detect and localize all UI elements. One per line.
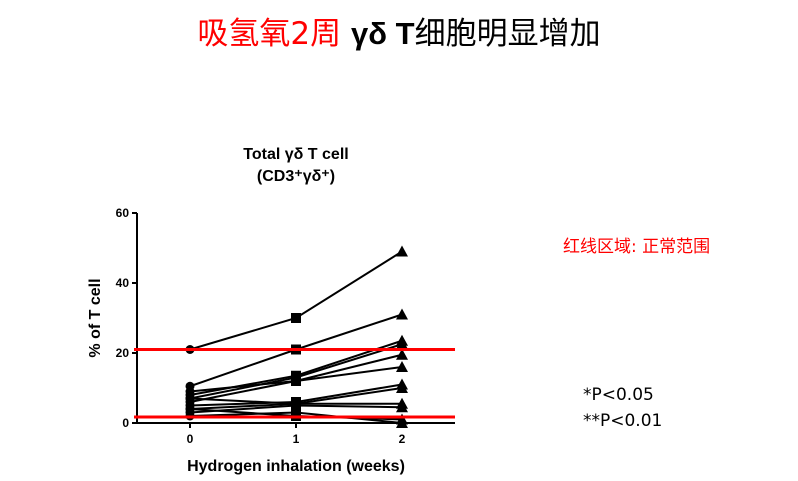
data-point-circle xyxy=(185,387,195,396)
sig-note-1: *P<0.05 xyxy=(583,385,654,405)
x-tick-label: 2 xyxy=(399,432,406,446)
y-tick-label: 20 xyxy=(116,346,130,360)
sig-note-2: **P<0.01 xyxy=(583,411,663,431)
data-point-square xyxy=(291,313,301,323)
data-point-square xyxy=(291,407,301,418)
slide-title: 吸氢氧2周 γδ T细胞明显增加 xyxy=(0,8,798,53)
series-line xyxy=(189,250,403,351)
chart-subtitle: (CD3⁺γδ⁺) xyxy=(257,168,335,185)
x-axis-label: Hydrogen inhalation (weeks) xyxy=(187,458,405,475)
normal-range-note: 红线区域: 正常范围 xyxy=(563,237,711,257)
data-point-triangle xyxy=(396,417,408,428)
data-point-triangle xyxy=(396,401,408,413)
data-point-triangle xyxy=(396,382,408,393)
data-point-circle xyxy=(185,404,195,414)
y-axis-label: % of T cell xyxy=(87,278,104,357)
y-tick-label: 0 xyxy=(122,416,129,430)
data-point-triangle xyxy=(396,338,408,350)
data-point-circle xyxy=(185,394,195,403)
y-tick-label: 40 xyxy=(116,276,130,290)
data-point-square xyxy=(291,400,301,411)
data-point-triangle xyxy=(396,361,408,372)
title-bold: γδ T xyxy=(351,16,415,51)
data-point-triangle xyxy=(396,308,408,320)
y-tick-label: 60 xyxy=(116,206,130,220)
x-tick-label: 1 xyxy=(293,432,300,446)
title-black: 细胞明显增加 xyxy=(414,16,601,52)
data-point-square xyxy=(291,376,301,386)
chart-title: Total γδ T cell xyxy=(243,146,348,163)
x-tick-label: 0 xyxy=(187,432,194,446)
data-point-triangle xyxy=(396,245,408,257)
data-point-triangle xyxy=(396,348,408,360)
title-red: 吸氢氧2周 xyxy=(197,16,342,52)
